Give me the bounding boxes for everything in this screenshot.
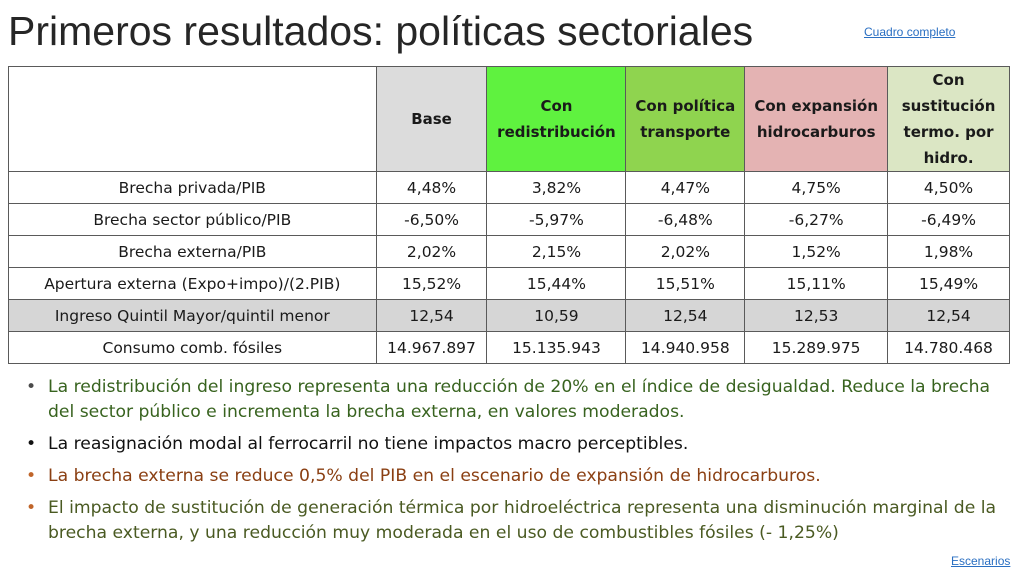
table-cell: -6,48%	[625, 203, 746, 236]
table-cell: 15,11%	[744, 267, 889, 300]
table-cell: 4,48%	[375, 171, 488, 204]
row-label: Brecha sector público/PIB	[8, 203, 377, 236]
finding-hidrocarburos: La brecha externa se reduce 0,5% del PIB…	[26, 464, 1006, 489]
table-row: Brecha sector público/PIB -6,50% -5,97% …	[8, 203, 1010, 236]
table-cell: 1,98%	[887, 235, 1010, 268]
results-table: Base Con redistribución Con política tra…	[8, 66, 1010, 364]
slide-title: Primeros resultados: políticas sectorial…	[8, 8, 754, 54]
table-cell: -5,97%	[486, 203, 627, 236]
header-expansion-hidrocarburos: Con expansión hidrocarburos	[744, 66, 889, 172]
scenarios-link[interactable]: Escenarios	[951, 554, 1011, 568]
table-cell: 2,02%	[375, 235, 488, 268]
table-cell: 1,52%	[744, 235, 889, 268]
table-cell: 4,47%	[625, 171, 746, 204]
table-cell: 15,44%	[486, 267, 627, 300]
table-cell: 14.780.468	[887, 331, 1010, 364]
row-label: Ingreso Quintil Mayor/quintil menor	[8, 299, 377, 332]
row-label: Apertura externa (Expo+impo)/(2.PIB)	[8, 267, 377, 300]
full-table-link[interactable]: Cuadro completo	[864, 25, 956, 39]
table-row: Brecha privada/PIB 4,48% 3,82% 4,47% 4,7…	[8, 171, 1010, 204]
header-redistribucion: Con redistribución	[486, 66, 627, 172]
table-header-row: Base Con redistribución Con política tra…	[8, 66, 1010, 172]
finding-redistribucion: La redistribución del ingreso representa…	[26, 375, 1006, 425]
table-cell: 2,15%	[486, 235, 627, 268]
table-row: Consumo comb. fósiles 14.967.897 15.135.…	[8, 331, 1010, 364]
header-politica-transporte: Con política transporte	[625, 66, 746, 172]
finding-sustitucion: El impacto de sustitución de generación …	[26, 496, 1006, 546]
row-label: Brecha privada/PIB	[8, 171, 377, 204]
table-row-highlighted: Ingreso Quintil Mayor/quintil menor 12,5…	[8, 299, 1010, 332]
row-label: Consumo comb. fósiles	[8, 331, 377, 364]
header-base: Base	[375, 66, 488, 172]
table-cell: 15.135.943	[486, 331, 627, 364]
table-cell: -6,49%	[887, 203, 1010, 236]
table-cell: 14.967.897	[375, 331, 488, 364]
table-cell: -6,27%	[744, 203, 889, 236]
table-cell: 12,54	[625, 299, 746, 332]
table-cell: 12,54	[887, 299, 1010, 332]
table-row: Brecha externa/PIB 2,02% 2,15% 2,02% 1,5…	[8, 235, 1010, 268]
table-row: Apertura externa (Expo+impo)/(2.PIB) 15,…	[8, 267, 1010, 300]
table-cell: 15,51%	[625, 267, 746, 300]
table-cell: 15.289.975	[744, 331, 889, 364]
table-cell: 15,49%	[887, 267, 1010, 300]
findings-list: La redistribución del ingreso representa…	[26, 375, 1006, 553]
header-sustitucion-termo-hidro: Con sustitución termo. por hidro.	[887, 66, 1010, 172]
table-cell: 2,02%	[625, 235, 746, 268]
table-cell: 12,53	[744, 299, 889, 332]
table-cell: 4,50%	[887, 171, 1010, 204]
table-cell: 10,59	[486, 299, 627, 332]
row-label: Brecha externa/PIB	[8, 235, 377, 268]
table-cell: 12,54	[375, 299, 488, 332]
table-cell: 3,82%	[486, 171, 627, 204]
table-cell: 14.940.958	[625, 331, 746, 364]
table-cell: 4,75%	[744, 171, 889, 204]
table-cell: 15,52%	[375, 267, 488, 300]
finding-ferrocarril: La reasignación modal al ferrocarril no …	[26, 432, 1006, 457]
table-cell: -6,50%	[375, 203, 488, 236]
header-empty-cell	[8, 66, 377, 172]
